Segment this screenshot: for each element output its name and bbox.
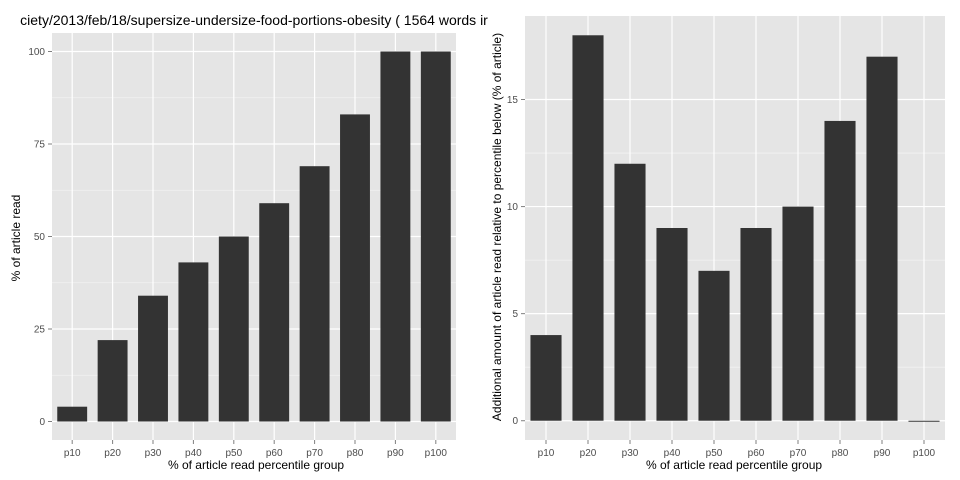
left-bar-p70 [299,166,330,422]
right-bar-p90 [866,56,898,421]
right-y-tick-label: 10 [507,202,519,213]
left-y-tick-label: 25 [34,325,46,336]
right-x-tick-label-p100: p100 [913,448,936,459]
left-y-tick-label: 75 [34,140,46,151]
left-bars [57,51,451,422]
right-bar-p10 [530,335,562,421]
right-bars [530,35,940,422]
right-bar-p50 [698,270,730,421]
right-x-tick-label-p90: p90 [874,448,891,459]
right-x-tick-label-p80: p80 [832,448,849,459]
left-x-tick-label-p70: p70 [306,448,323,459]
left-bar-p80 [340,114,370,422]
left-x-tick-label-p30: p30 [145,448,162,459]
left-x-ticks: p10 p20 p30 p40 p50 p60 p70 p80 p90 p100 [64,440,448,459]
left-y-ticks: 0 25 50 75 100 [28,47,52,428]
left-y-tick-label: 100 [28,47,45,58]
right-y-tick-label: 0 [512,416,518,427]
left-bar-p40 [178,262,209,422]
left-bar-p20 [97,340,128,422]
right-x-tick-label-p30: p30 [622,448,639,459]
left-x-axis-label: % of article read percentile group [168,458,344,472]
right-bar-p40 [656,228,688,421]
right-y-ticks: 0 5 10 15 [507,95,525,427]
left-x-tick-label-p10: p10 [64,448,81,459]
right-x-tick-label-p50: p50 [706,448,723,459]
right-chart: 0 5 10 15 p10 p20 p30 p40 p50 p60 p70 p80 p90 p100 %… [490,16,945,472]
right-y-tick-label: 5 [512,309,518,320]
right-x-tick-label-p70: p70 [790,448,807,459]
left-x-tick-label-p90: p90 [387,448,404,459]
left-y-tick-label: 0 [39,417,45,428]
right-x-tick-label-p20: p20 [580,448,597,459]
right-x-axis-label: % of article read percentile group [646,458,822,472]
left-bar-p100 [420,51,451,422]
right-x-tick-label-p60: p60 [748,448,765,459]
left-x-tick-label-p50: p50 [225,448,242,459]
left-chart-title: ciety/2013/feb/18/supersize-undersize-fo… [20,12,488,28]
right-bar-p20 [572,35,604,421]
left-bar-p60 [259,203,290,422]
left-bar-p30 [138,295,168,422]
right-y-tick-label: 15 [507,95,519,106]
left-bar-p90 [380,51,411,422]
right-bar-p30 [614,163,646,421]
right-x-tick-label-p10: p10 [538,448,555,459]
right-x-tick-label-p40: p40 [664,448,681,459]
left-x-tick-label-p100: p100 [425,448,448,459]
right-bar-p80 [824,120,856,421]
left-x-tick-label-p60: p60 [266,448,283,459]
right-bar-p100 [908,420,940,422]
left-bar-p50 [218,236,249,422]
left-y-axis-label: % of article read [9,195,23,282]
right-x-ticks: p10 p20 p30 p40 p50 p60 p70 p80 p90 p100 [538,440,936,459]
left-y-tick-label: 50 [34,232,46,243]
right-y-axis-label: Additional amount of article read relati… [490,33,504,421]
left-x-tick-label-p20: p20 [104,448,121,459]
left-x-tick-label-p80: p80 [347,448,364,459]
left-x-tick-label-p40: p40 [185,448,202,459]
right-bar-p60 [740,228,772,421]
left-bar-p10 [57,406,88,422]
right-bar-p70 [782,206,814,421]
